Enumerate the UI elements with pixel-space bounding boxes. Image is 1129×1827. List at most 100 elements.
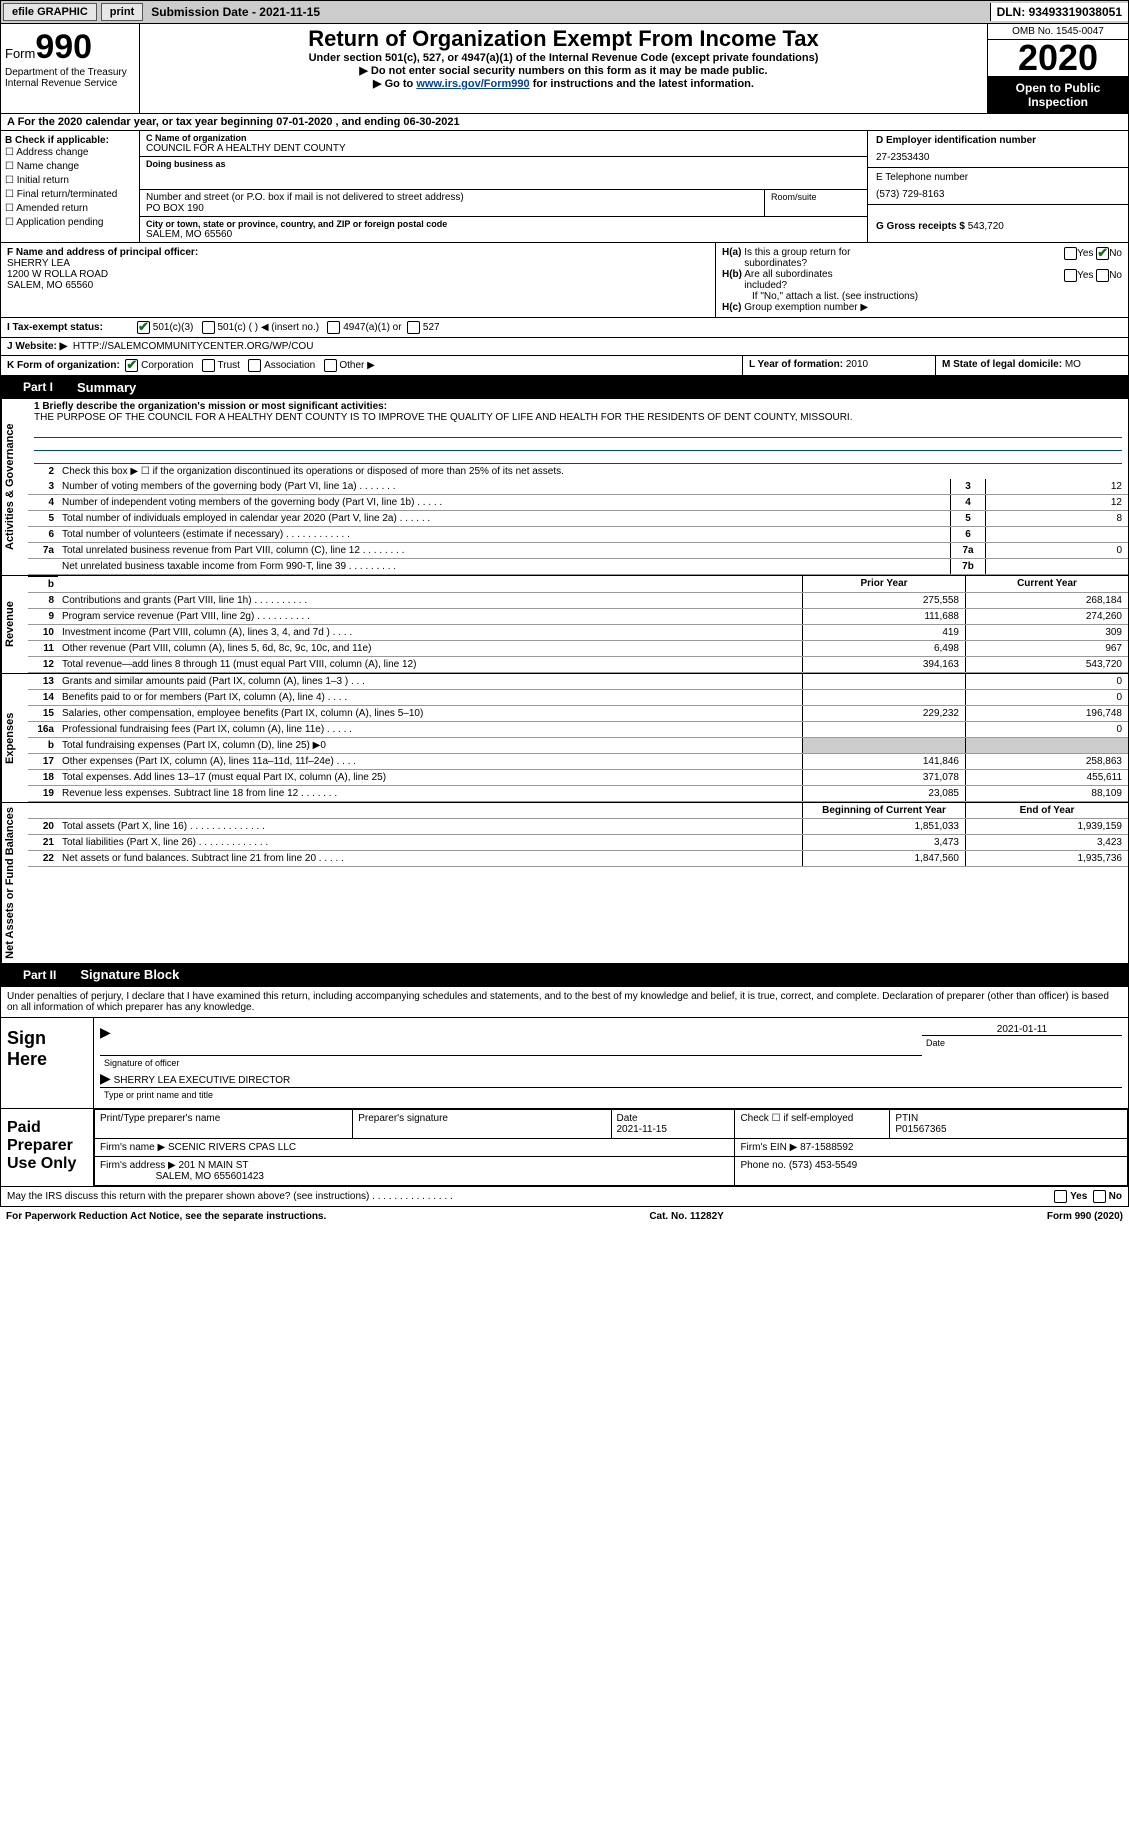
col-begin-header: Beginning of Current Year [802, 803, 965, 818]
row-i: I Tax-exempt status: 501(c)(3) 501(c) ( … [0, 318, 1129, 338]
i-527-checkbox[interactable] [407, 321, 420, 334]
efile-badge: efile GRAPHIC [3, 3, 97, 21]
footer-right-post: (2020) [1091, 1211, 1123, 1222]
chk-pending-label: Application pending [16, 217, 103, 228]
footer-right: Form 990 (2020) [1047, 1211, 1123, 1222]
firm-addr2-value: SALEM, MO 655601423 [156, 1171, 264, 1182]
table-row: 22Net assets or fund balances. Subtract … [28, 851, 1128, 867]
firm-name-label: Firm's name ▶ [100, 1142, 168, 1153]
i-501c3-checkbox[interactable] [137, 321, 150, 334]
tel-label: E Telephone number [876, 172, 1120, 183]
chk-name[interactable]: ☐ Name change [5, 160, 135, 174]
f-box: F Name and address of principal officer:… [1, 243, 716, 317]
k-trust-checkbox[interactable] [202, 359, 215, 372]
room-box: Room/suite [765, 190, 867, 217]
ha-yes-checkbox[interactable] [1064, 247, 1077, 260]
i-4947-label: 4947(a)(1) or [343, 322, 401, 333]
hb-yes-checkbox[interactable] [1064, 269, 1077, 282]
table-row: 11Other revenue (Part VIII, column (A), … [28, 641, 1128, 657]
hb-no-checkbox[interactable] [1096, 269, 1109, 282]
tel-value: (573) 729-8163 [876, 183, 1120, 200]
table-row: 6Total number of volunteers (estimate if… [28, 527, 1128, 543]
k-assoc-checkbox[interactable] [248, 359, 261, 372]
part1-title: Summary [77, 380, 136, 395]
officer-addr1: 1200 W ROLLA ROAD [7, 269, 709, 280]
ptin-value: P01567365 [895, 1124, 946, 1135]
chk-address[interactable]: ☐ Address change [5, 146, 135, 160]
mission-text: THE PURPOSE OF THE COUNCIL FOR A HEALTHY… [34, 412, 852, 423]
line-2-text: Check this box ▶ ☐ if the organization d… [58, 464, 1128, 479]
table-row: 5Total number of individuals employed in… [28, 511, 1128, 527]
side-netassets: Net Assets or Fund Balances [1, 803, 28, 963]
dln: DLN: 93493319038051 [990, 3, 1128, 21]
side-governance: Activities & Governance [1, 399, 28, 575]
footer-right-bold: 990 [1075, 1211, 1092, 1222]
chk-final-label: Final return/terminated [17, 189, 118, 200]
discuss-yes-checkbox[interactable] [1054, 1190, 1067, 1203]
sig-officer-line: Signature of officer [100, 1055, 922, 1070]
table-row: 16aProfessional fundraising fees (Part I… [28, 722, 1128, 738]
table-row: 21Total liabilities (Part X, line 26) . … [28, 835, 1128, 851]
org-name-label: C Name of organization [146, 133, 861, 143]
k-corp-checkbox[interactable] [125, 359, 138, 372]
section-bcdeg: B Check if applicable: ☐ Address change … [0, 131, 1129, 243]
net-header-row: Beginning of Current Year End of Year [28, 803, 1128, 819]
website-value: HTTP://SALEMCOMMUNITYCENTER.ORG/WP/COU [73, 341, 314, 352]
i-501c-label: 501(c) ( ) ◀ (insert no.) [217, 322, 319, 333]
form-header: Form990 Department of the Treasury Inter… [0, 24, 1129, 114]
side-revenue: Revenue [1, 576, 28, 673]
i-4947-checkbox[interactable] [327, 321, 340, 334]
k-other-checkbox[interactable] [324, 359, 337, 372]
governance-section: Activities & Governance 1 Briefly descri… [0, 399, 1129, 576]
footer-right-pre: Form [1047, 1211, 1075, 1222]
discuss-no-checkbox[interactable] [1093, 1190, 1106, 1203]
phone-label: Phone no. [740, 1160, 788, 1171]
irs-link[interactable]: www.irs.gov/Form990 [416, 78, 529, 90]
arrow-icon: ▶ [100, 1024, 111, 1040]
note2-post: for instructions and the latest informat… [530, 78, 754, 90]
paid-preparer-label: Paid Preparer Use Only [1, 1109, 94, 1186]
chk-final[interactable]: ☐ Final return/terminated [5, 188, 135, 202]
ha-no-checkbox[interactable] [1096, 247, 1109, 260]
line-a-begin: 07-01-2020 [276, 116, 332, 128]
header-mid: Return of Organization Exempt From Incom… [140, 24, 987, 113]
k-box: K Form of organization: Corporation Trus… [1, 356, 743, 375]
i-501c-checkbox[interactable] [202, 321, 215, 334]
ein-label: D Employer identification number [876, 135, 1120, 146]
city-label: City or town, state or province, country… [146, 219, 861, 229]
h-a-row: H(a) Is this a group return for subordin… [722, 247, 1122, 269]
chk-amended[interactable]: ☐ Amended return [5, 202, 135, 216]
table-row: 17Other expenses (Part IX, column (A), l… [28, 754, 1128, 770]
prep-date-label: Date [617, 1113, 638, 1124]
preparer-table: Print/Type preparer's name Preparer's si… [94, 1109, 1128, 1186]
part2-header: Part II Signature Block [0, 964, 1129, 987]
print-button[interactable]: print [101, 3, 143, 21]
net-content: Beginning of Current Year End of Year 20… [28, 803, 1128, 963]
chk-address-label: Address change [16, 147, 88, 158]
hb-yes-label: Yes [1077, 270, 1093, 281]
discuss-yes-label: Yes [1070, 1191, 1087, 1202]
i-527-label: 527 [423, 322, 440, 333]
h-c-row: H(c) Group exemption number ▶ [722, 302, 1122, 313]
phone-value: (573) 453-5549 [789, 1160, 857, 1171]
paid-preparer-row: Paid Preparer Use Only Print/Type prepar… [1, 1108, 1128, 1186]
line-a-mid: , and ending [332, 116, 403, 128]
chk-amended-label: Amended return [16, 203, 88, 214]
m-box: M State of legal domicile: MO [936, 356, 1128, 375]
firm-name-value: SCENIC RIVERS CPAS LLC [168, 1142, 296, 1153]
k-assoc-label: Association [264, 360, 315, 371]
chk-pending[interactable]: ☐ Application pending [5, 216, 135, 230]
ha-no-label: No [1109, 248, 1122, 259]
uline3 [34, 451, 1122, 464]
sig-date-value: 2021-01-11 [922, 1024, 1122, 1035]
preparer-table-wrap: Print/Type preparer's name Preparer's si… [94, 1109, 1128, 1186]
irs-label: Internal Revenue Service [5, 78, 135, 89]
gross-box: G Gross receipts $ 543,720 [868, 205, 1128, 236]
table-row: 10Investment income (Part VIII, column (… [28, 625, 1128, 641]
chk-initial[interactable]: ☐ Initial return [5, 174, 135, 188]
table-row: 13Grants and similar amounts paid (Part … [28, 674, 1128, 690]
chk-name-label: Name change [17, 161, 79, 172]
h-box: H(a) Is this a group return for subordin… [716, 243, 1128, 317]
type-name-label: Type or print name and title [100, 1087, 1122, 1102]
chk-initial-label: Initial return [17, 175, 69, 186]
